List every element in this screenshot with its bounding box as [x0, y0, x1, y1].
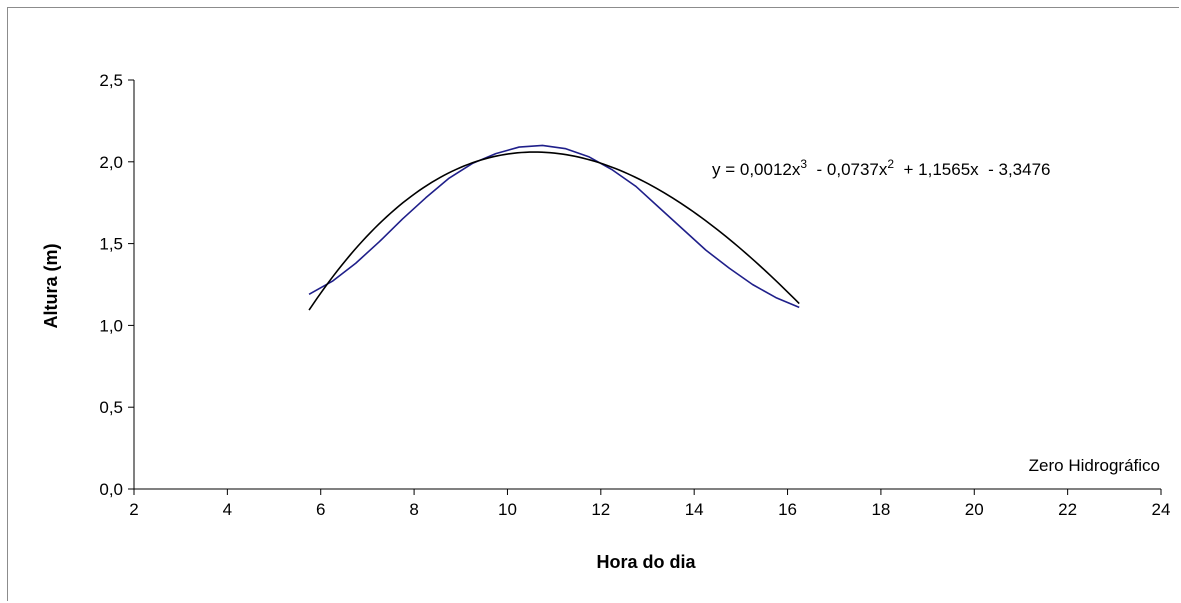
x-tick-label: 4	[223, 500, 232, 519]
ticks: 0,00,51,01,52,02,52 4 6 8 10 12 14 16 18 20 22 24	[99, 71, 1170, 519]
y-tick-label: 0,5	[99, 398, 123, 417]
x-tick-label: 16	[778, 500, 797, 519]
x-tick-label: 8	[409, 500, 418, 519]
x-axis-title: Hora do dia	[596, 552, 696, 572]
x-tick-label: 22	[1058, 500, 1077, 519]
axes	[133, 80, 1161, 490]
y-axis-title: Altura (m)	[41, 243, 61, 328]
trendline-equation: y = 0,0012x3 - 0,0737x2 + 1,1565x - 3,34…	[712, 157, 1051, 179]
equation-exponent-2: 2	[887, 157, 894, 171]
y-tick-label: 1,5	[99, 235, 123, 254]
x-tick-label: 20	[965, 500, 984, 519]
series-layer	[308, 144, 800, 311]
chart-frame	[7, 7, 1179, 601]
y-tick-label: 2,5	[99, 71, 123, 90]
x-tick-label: 18	[871, 500, 890, 519]
equation-exponent-3: 3	[800, 157, 807, 171]
x-tick-label: 6	[316, 500, 325, 519]
trendline-polynomial	[308, 151, 800, 311]
observed-series-line	[308, 144, 800, 309]
y-tick-label: 2,0	[99, 153, 123, 172]
equation-tail: + 1,1565x - 3,3476	[894, 160, 1050, 179]
y-tick-label: 0,0	[99, 480, 123, 499]
x-tick-label: 10	[498, 500, 517, 519]
x-tick-label: 14	[685, 500, 704, 519]
y-tick-label: 1,0	[99, 316, 123, 335]
x-tick-label: 12	[591, 500, 610, 519]
x-tick-label: 24	[1152, 500, 1171, 519]
x-tick-label: 2	[129, 500, 138, 519]
equation-middle: - 0,0737x	[807, 160, 888, 179]
equation-prefix: y = 0,0012x	[712, 160, 801, 179]
datum-label: Zero Hidrográfico	[1029, 456, 1160, 475]
